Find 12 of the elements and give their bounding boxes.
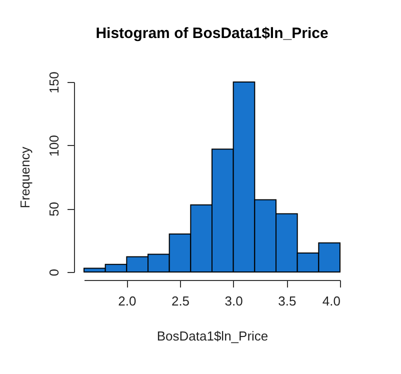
chart-title: Histogram of BosData1$ln_Price <box>96 25 328 42</box>
x-tick-label: 3.5 <box>278 294 296 308</box>
y-tick-label: 150 <box>46 72 62 94</box>
y-tick-label: 0 <box>46 268 62 276</box>
y-tick-label: 100 <box>46 134 62 157</box>
y-axis-title: Frequency <box>18 146 32 208</box>
x-tick-label: 2.0 <box>118 294 136 308</box>
x-tick-label: 4.0 <box>322 294 340 308</box>
x-tick-label: 2.5 <box>171 294 190 308</box>
x-tick-label: 3.0 <box>224 294 243 308</box>
y-tick-label: 50 <box>46 202 62 216</box>
x-axis-title: BosData1$ln_Price <box>156 328 268 344</box>
